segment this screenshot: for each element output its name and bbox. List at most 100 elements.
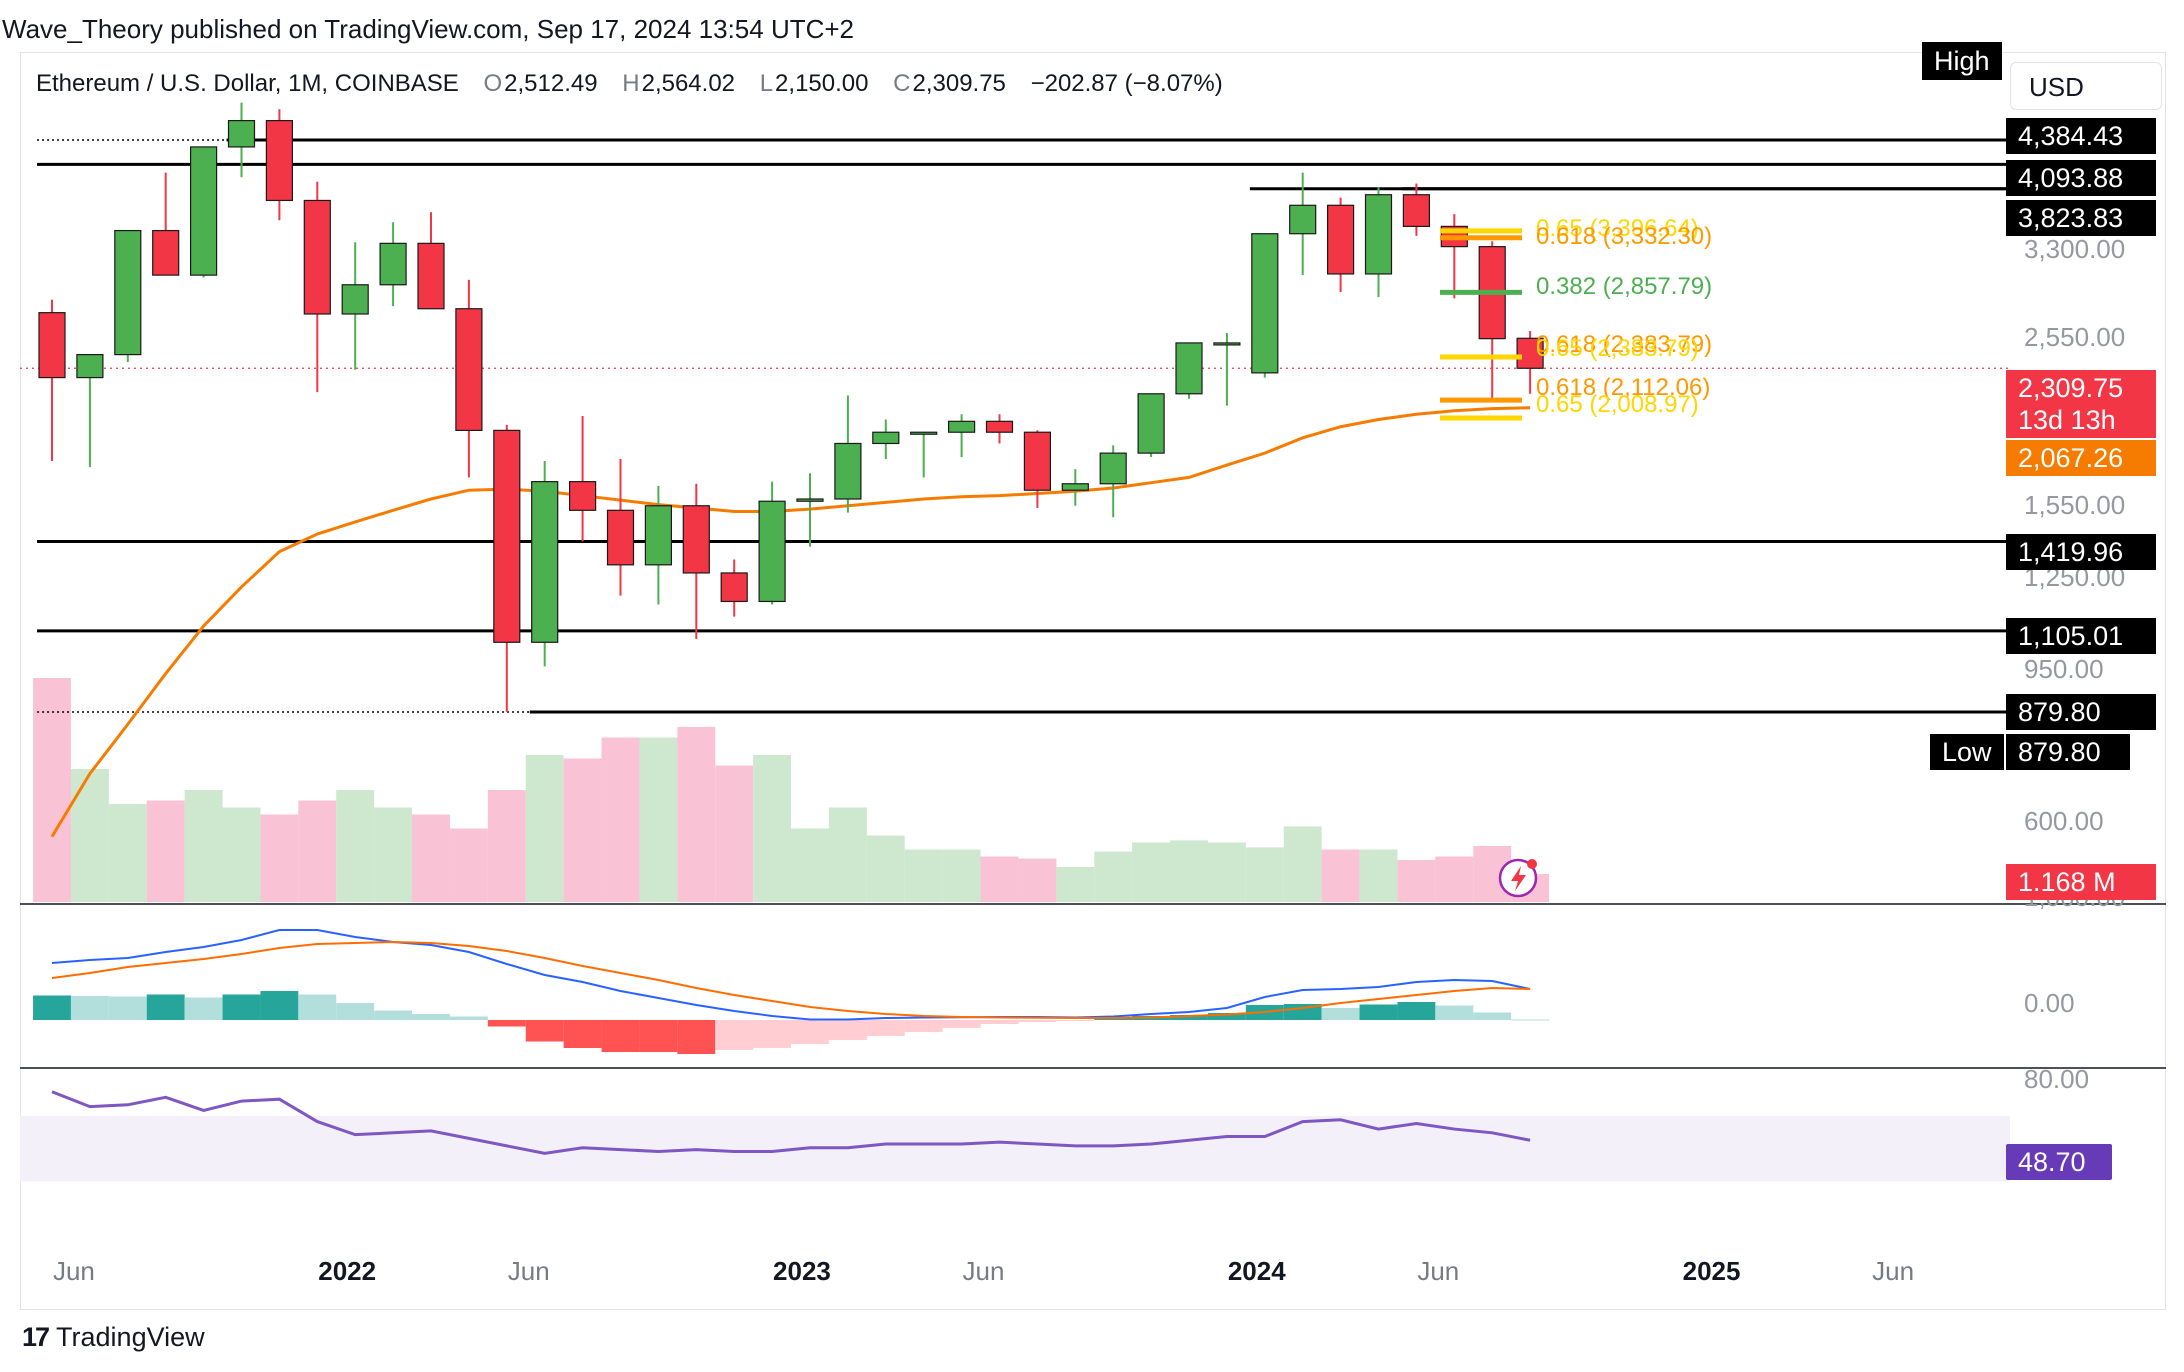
chart-frame (20, 52, 2166, 1310)
volume-bar (1283, 826, 1322, 902)
time-axis-month-label: Jun (1417, 1256, 1460, 1286)
volume-bar (1245, 847, 1284, 902)
macd-histogram-bar (260, 991, 299, 1020)
low-value: 2,150.00 (775, 70, 869, 97)
rsi-band (20, 1116, 2010, 1182)
macd-histogram-bar (33, 995, 71, 1020)
candle-body (1402, 194, 1431, 227)
macd-histogram-bar (374, 1010, 413, 1020)
open-value: 2,512.49 (504, 70, 598, 97)
open-label: O (483, 70, 503, 97)
candle-body (1213, 342, 1241, 346)
macd-histogram-bar (866, 1020, 905, 1036)
candle-body (227, 119, 256, 148)
last-price-tag: 2,309.75 (2006, 370, 2156, 406)
macd-histogram-bar (942, 1020, 981, 1028)
macd-histogram-bar (1170, 1015, 1208, 1020)
candles (38, 102, 1544, 712)
price-axis-tick: 80.00 (2024, 1064, 2090, 1094)
time-axis-month-label: Jun (962, 1256, 1005, 1286)
candle-body (265, 119, 293, 202)
candle-body (796, 498, 824, 502)
level-price-tag: 3,823.83 (2006, 200, 2156, 236)
macd-histogram-bar (184, 997, 223, 1020)
level-price-tag: 1,419.96 (2006, 534, 2156, 570)
macd-histogram-bar (525, 1020, 564, 1042)
volume-bars (33, 678, 1550, 902)
volume-bar (1207, 842, 1246, 902)
alert-icon (1498, 858, 1538, 898)
macd-histogram-bar (980, 1020, 1019, 1024)
price-axis-tick: 950.00 (2024, 654, 2104, 684)
tradingview-logo-text: TradingView (56, 1322, 205, 1352)
macd-histogram-bar (412, 1014, 450, 1020)
volume-bar (639, 737, 678, 902)
candle-body (682, 505, 710, 574)
time-axis-year-label: 2025 (1682, 1256, 1741, 1286)
candle-body (303, 199, 331, 315)
volume-bar (1435, 856, 1474, 902)
moving-average-line (50, 406, 1531, 838)
alert-icon-bolt (1511, 866, 1526, 891)
price-axis-tick: 2,550.00 (2024, 322, 2126, 352)
volume-bar (1018, 858, 1057, 902)
candle-body (1099, 452, 1127, 485)
volume-bar (904, 849, 943, 902)
macd-line (51, 929, 1531, 1021)
alert-icon-dot (1527, 859, 1537, 869)
volume-bar (412, 814, 450, 902)
macd-histogram-bar (449, 1016, 488, 1020)
macd-histogram-bar (1207, 1013, 1246, 1020)
high-tag: High (1922, 42, 2002, 80)
publisher-line: Wave_Theory published on TradingView.com… (2, 14, 855, 44)
candle-body (1326, 204, 1355, 275)
macd-histogram-bar (487, 1020, 526, 1027)
candle-body (76, 354, 104, 379)
macd-histogram-bar (298, 994, 337, 1020)
candle-body (1061, 483, 1089, 491)
currency-button[interactable]: USD (2010, 62, 2162, 110)
fib-level-label: 0.382 (2,857.79) (1536, 273, 1712, 300)
volume-bar (222, 807, 261, 902)
macd-histogram-bar (715, 1020, 754, 1050)
symbol-header: Ethereum / U.S. Dollar, 1M, COINBASE O2,… (36, 70, 1241, 98)
volume-bar (1359, 849, 1398, 902)
macd-histogram-bar (601, 1020, 640, 1052)
volume-bar (1170, 840, 1208, 902)
candle-body (1364, 194, 1393, 275)
close-label: C (893, 70, 911, 97)
fib-level-label: 0.618 (3,332.30) (1536, 223, 1712, 250)
candle-body (568, 481, 597, 511)
time-axis-year-label: 2023 (773, 1256, 831, 1286)
price-axis-tick: 0.00 (2024, 988, 2075, 1018)
candle-body (985, 420, 1014, 433)
macd-histogram-bar (1435, 1005, 1474, 1020)
high-label: H (622, 70, 640, 97)
candle-body (606, 509, 635, 566)
macd-histogram-bar (1321, 1008, 1360, 1020)
time-axis-month-label: Jun (52, 1256, 95, 1286)
macd-histogram-bar (1397, 1002, 1436, 1020)
time-axis-year-label: 2022 (318, 1256, 377, 1286)
candle-body (379, 242, 407, 286)
macd-histogram-bar (904, 1020, 943, 1032)
volume-bar (828, 807, 867, 902)
candle-body (493, 429, 521, 643)
level-price-tag: 1,105.01 (2006, 618, 2156, 654)
macd-histogram-bar (677, 1020, 716, 1054)
price-axis-tick: 3,300.00 (2024, 234, 2126, 264)
macd-histogram-bar (828, 1020, 867, 1040)
volume-bar (487, 790, 526, 902)
level-price-tag: 4,384.43 (2006, 118, 2156, 154)
low-label: L (759, 70, 774, 97)
fib-level-label: 0.65 (2,008.97) (1536, 391, 1699, 418)
candle-body (947, 420, 976, 433)
candle-body (1251, 233, 1279, 374)
candle-body (417, 242, 445, 310)
macd-histogram-bar (563, 1020, 602, 1048)
macd-histogram-bar (1359, 1004, 1398, 1020)
tradingview-logo[interactable]: 17 TradingView (22, 1322, 205, 1353)
volume-bar (715, 765, 754, 902)
macd-histogram-bar (1511, 1019, 1550, 1021)
